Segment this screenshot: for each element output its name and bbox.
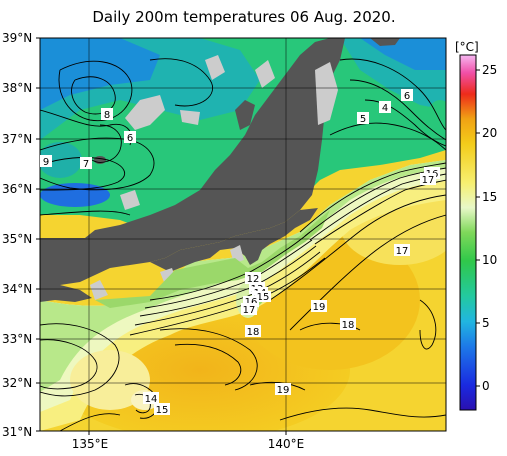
svg-text:18: 18 xyxy=(342,320,355,331)
contour-label-6b: 6 xyxy=(401,89,413,102)
svg-text:6: 6 xyxy=(404,91,410,102)
lat-label-32n: 32°N xyxy=(2,376,33,390)
contour-label-18a: 18 xyxy=(340,318,356,331)
svg-text:15: 15 xyxy=(156,405,169,416)
lon-label-135e: 135°E xyxy=(71,437,109,451)
svg-text:17: 17 xyxy=(243,305,256,316)
lat-label-35n: 35°N xyxy=(2,232,33,246)
map-title: Daily 200m temperatures 06 Aug. 2020. xyxy=(92,8,396,26)
contour-label-14b: 14 xyxy=(143,392,159,405)
contour-label-15a: 15 xyxy=(255,291,271,303)
contour-label-12: 12 xyxy=(245,272,261,285)
contour-label-17b: 17 xyxy=(394,244,410,257)
svg-text:9: 9 xyxy=(43,157,49,168)
svg-text:18: 18 xyxy=(247,327,260,338)
lat-label-38n: 38°N xyxy=(2,81,33,95)
svg-text:14: 14 xyxy=(145,394,158,405)
contour-label-7: 7 xyxy=(80,157,92,170)
svg-text:16: 16 xyxy=(245,297,258,308)
svg-text:6: 6 xyxy=(127,133,133,144)
colorbar-tick-15: 15 xyxy=(482,190,498,204)
lat-label-34n: 34°N xyxy=(2,282,33,296)
svg-text:17: 17 xyxy=(422,175,435,186)
contour-label-16b: 16 xyxy=(243,296,259,308)
lat-label-36n: 36°N xyxy=(2,182,33,196)
contour-label-17a: 17 xyxy=(420,173,436,186)
svg-text:12: 12 xyxy=(247,274,260,285)
lat-label-31n: 31°N xyxy=(2,425,33,439)
svg-text:19: 19 xyxy=(277,385,290,396)
contour-label-6a: 6 xyxy=(124,131,136,144)
contour-label-19b: 19 xyxy=(275,383,291,396)
svg-text:15: 15 xyxy=(257,292,270,303)
contour-label-4: 4 xyxy=(379,101,391,114)
svg-text:8: 8 xyxy=(104,110,110,121)
colorbar xyxy=(459,54,480,411)
contour-label-19a: 19 xyxy=(311,300,327,313)
contour-label-9: 9 xyxy=(40,155,52,168)
lat-label-37n: 37°N xyxy=(2,132,33,146)
svg-text:7: 7 xyxy=(83,159,89,170)
colorbar-tick-25: 25 xyxy=(482,63,498,77)
colorbar-tick-10: 10 xyxy=(482,253,498,267)
svg-text:5: 5 xyxy=(360,114,366,125)
contour-label-8: 8 xyxy=(101,108,113,121)
svg-text:19: 19 xyxy=(313,302,326,313)
svg-text:17: 17 xyxy=(396,246,409,257)
contour-label-5: 5 xyxy=(357,112,369,125)
svg-text:4: 4 xyxy=(382,103,388,114)
contour-label-18b: 18 xyxy=(245,325,261,338)
colorbar-tick-20: 20 xyxy=(482,126,498,140)
colorbar-tick-0: 0 xyxy=(482,379,490,393)
lon-label-140e: 140°E xyxy=(267,437,305,451)
lat-label-33n: 33°N xyxy=(2,332,33,346)
colorbar-tick-5: 5 xyxy=(482,316,490,330)
lat-label-39n: 39°N xyxy=(2,31,33,45)
contour-label-15b: 15 xyxy=(154,403,170,416)
contour-label-17c: 17 xyxy=(241,303,257,316)
colorbar-unit: [°C] xyxy=(455,40,479,54)
